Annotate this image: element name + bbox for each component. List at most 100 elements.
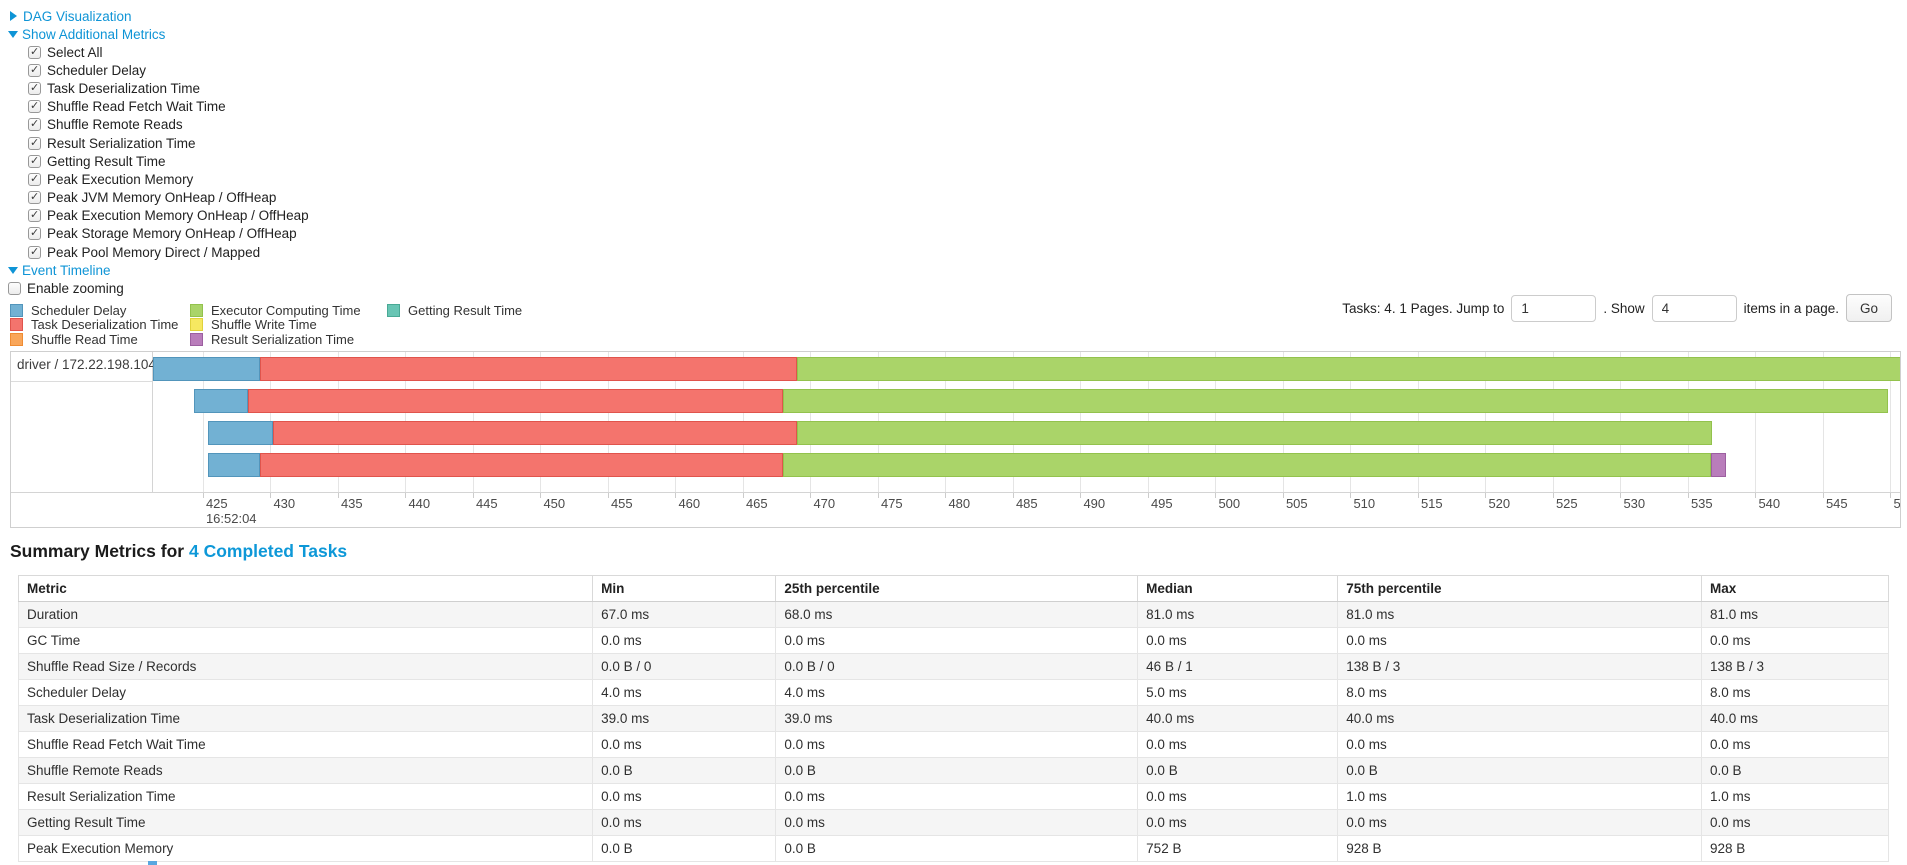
table-cell: 40.0 ms (1700, 705, 1890, 732)
legend-item: Shuffle Read Time (10, 332, 190, 347)
checkbox-peak-pool-memory-direct-mapped[interactable] (28, 245, 41, 259)
axis-tick (675, 493, 677, 498)
checkbox-getting-result-time[interactable] (28, 154, 41, 168)
table-cell: 0.0 B (1337, 757, 1702, 784)
axis-tick (1620, 493, 1622, 498)
axis-tick (1485, 493, 1487, 498)
axis-tick-label: 440 (408, 496, 431, 511)
table-cell: Peak Execution Memory (17, 835, 594, 862)
table-cell: Scheduler Delay (17, 679, 594, 706)
checkbox-scheduler-delay[interactable] (28, 63, 41, 77)
axis-tick-label: 510 (1353, 496, 1376, 511)
table-cell: 928 B (1700, 835, 1890, 862)
legend-label: Getting Result Time (408, 302, 523, 318)
timeline-bar-result-serialization[interactable] (1710, 453, 1726, 477)
table-cell: 0.0 ms (775, 809, 1139, 836)
axis-tick-label: 505 (1285, 496, 1308, 511)
checkbox-peak-execution-memory-onheap-offheap[interactable] (28, 208, 41, 223)
table-cell: 0.0 ms (592, 627, 777, 654)
timeline-plot-area (153, 352, 1900, 492)
go-button[interactable]: Go (1845, 294, 1892, 322)
show-additional-metrics-toggle[interactable]: Show Additional Metrics (8, 25, 309, 43)
table-row: Shuffle Read Fetch Wait Time 0.0 ms 0.0 ms… (17, 731, 1890, 758)
axis-tick (472, 493, 474, 498)
legend-label: Executor Computing Time (211, 302, 361, 318)
items-per-page-input[interactable] (1651, 294, 1737, 322)
table-cell: 0.0 ms (1337, 627, 1702, 654)
checkbox-peak-execution-memory[interactable] (28, 172, 41, 186)
legend-swatch-task-deserialization-time (10, 318, 23, 332)
checkbox-label: Peak Pool Memory Direct / Mapped (47, 244, 261, 260)
caret-right-icon (10, 11, 17, 21)
table-cell: 0.0 ms (592, 783, 777, 810)
event-timeline-toggle[interactable]: Event Timeline (8, 261, 309, 279)
metric-checkbox-row: Getting Result Time (28, 152, 309, 170)
axis-tick (1755, 493, 1757, 498)
timeline-bar-scheduler-delay[interactable] (208, 421, 274, 445)
caret-down-icon (8, 30, 18, 38)
axis-tick (1147, 493, 1149, 498)
dag-visualization-toggle[interactable]: DAG Visualization (8, 7, 309, 25)
axis-tick-label: 530 (1623, 496, 1646, 511)
legend-item: Task Deserialization Time (10, 317, 190, 332)
axis-tick (1417, 493, 1419, 498)
legend-swatch-shuffle-write-time (190, 318, 203, 332)
axis-tick-label: 520 (1488, 496, 1511, 511)
table-header-median: Median (1137, 575, 1339, 602)
table-cell: 0.0 ms (1137, 627, 1339, 654)
table-header-row: Metric Min 25th percentile Median 75th perce… (17, 575, 1890, 602)
jump-to-page-input[interactable] (1511, 294, 1597, 322)
timeline-bar-scheduler-delay[interactable] (193, 389, 248, 413)
axis-tick-label: 525 (1555, 496, 1578, 511)
checkbox-task-deserialization-time[interactable] (28, 81, 41, 95)
timeline-bar-task-deserialization[interactable] (273, 421, 797, 445)
enable-zooming-checkbox[interactable] (8, 281, 21, 295)
axis-tick-label: 435 (340, 496, 363, 511)
table-row: Shuffle Read Size / Records 0.0 B / 0 0.0 … (17, 653, 1890, 680)
axis-tick (945, 493, 947, 498)
table-cell: 0.0 ms (1137, 783, 1339, 810)
checkbox-label: Task Deserialization Time (47, 80, 201, 96)
metric-checkbox-row: Shuffle Remote Reads (28, 116, 309, 134)
checkbox-label: Result Serialization Time (47, 135, 196, 151)
timeline-bar-executor-computing[interactable] (783, 453, 1711, 477)
checkbox-peak-jvm-memory-onheap-offheap[interactable] (28, 190, 41, 205)
legend-item: Shuffle Write Time (190, 317, 387, 332)
checkbox-label: Peak JVM Memory OnHeap / OffHeap (47, 190, 277, 206)
table-cell: 0.0 ms (592, 809, 777, 836)
enable-zooming-label: Enable zooming (27, 280, 124, 296)
timeline-bar-executor-computing[interactable] (796, 357, 1900, 381)
timeline-bar-scheduler-delay[interactable] (153, 357, 260, 381)
table-header-max: Max (1700, 575, 1890, 602)
axis-tick-label: 535 (1690, 496, 1713, 511)
stage-controls: DAG Visualization Show Additional Metric… (8, 7, 309, 297)
timeline-bar-task-deserialization[interactable] (259, 453, 784, 477)
checkbox-label: Peak Storage Memory OnHeap / OffHeap (47, 226, 297, 242)
partial-next-section-toggle[interactable] (148, 861, 157, 865)
timeline-bar-task-deserialization[interactable] (247, 389, 784, 413)
timeline-bar-scheduler-delay[interactable] (208, 453, 260, 477)
table-cell: 0.0 B / 0 (775, 653, 1139, 680)
table-cell: 0.0 B (1137, 757, 1339, 784)
table-cell: Task Deserialization Time (17, 705, 594, 732)
timeline-gridline (1822, 352, 1824, 492)
table-cell: 0.0 ms (592, 731, 777, 758)
metric-checkbox-row: Task Deserialization Time (28, 79, 309, 97)
checkbox-peak-storage-memory-onheap-offheap[interactable] (28, 226, 41, 241)
completed-tasks-link[interactable]: 4 Completed Tasks (188, 541, 348, 561)
timeline-bar-task-deserialization[interactable] (259, 357, 797, 381)
table-row: Scheduler Delay 4.0 ms 4.0 ms 5.0 ms 8.0 ms 8… (17, 679, 1890, 706)
axis-tick-label: 500 (1218, 496, 1241, 511)
table-cell: Result Serialization Time (17, 783, 594, 810)
checkbox-result-serialization-time[interactable] (28, 136, 41, 150)
timeline-bar-executor-computing[interactable] (783, 389, 1888, 413)
timeline-gridline (1890, 352, 1892, 492)
checkbox-shuffle-read-fetch-wait-time[interactable] (28, 99, 41, 114)
checkbox-select-all[interactable] (28, 45, 41, 59)
show-additional-metrics-label: Show Additional Metrics (22, 26, 166, 42)
metric-checkbox-row: Peak Execution Memory (28, 170, 309, 188)
axis-tick-label: 430 (273, 496, 296, 511)
table-cell: 40.0 ms (1137, 705, 1339, 732)
checkbox-shuffle-remote-reads[interactable] (28, 117, 41, 132)
timeline-bar-executor-computing[interactable] (796, 421, 1713, 445)
